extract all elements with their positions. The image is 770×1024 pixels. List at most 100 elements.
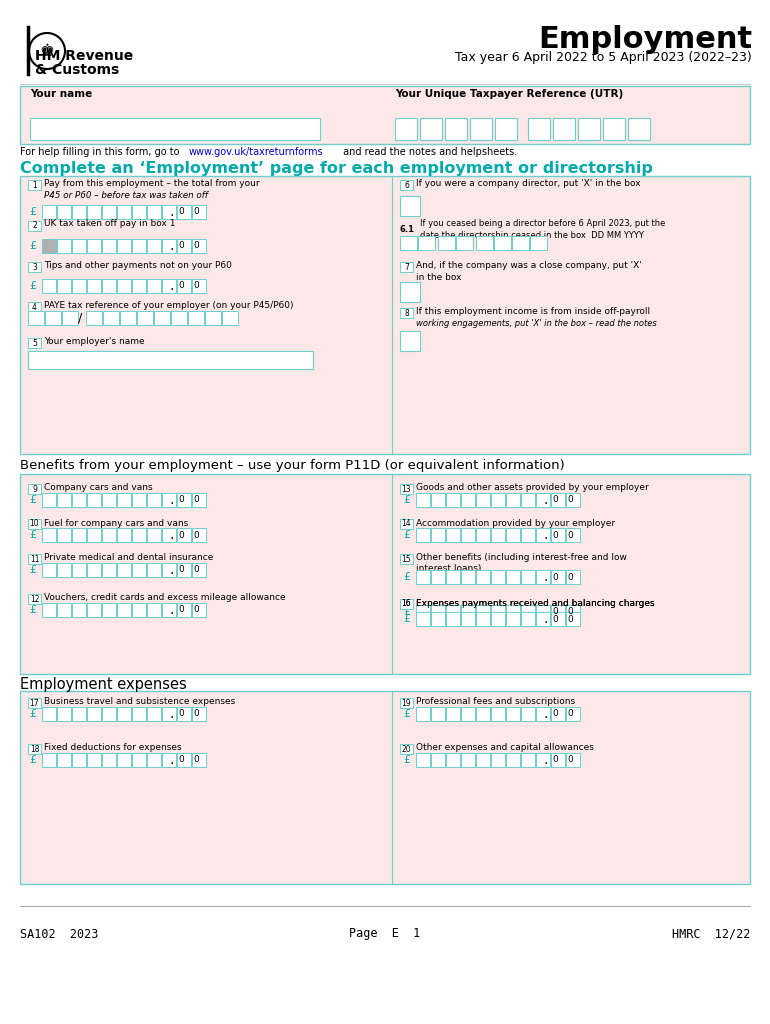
Bar [551, 493, 565, 507]
Bar [512, 236, 529, 250]
Bar [171, 311, 187, 325]
Bar [87, 753, 101, 767]
Bar [132, 603, 146, 617]
Bar [137, 311, 153, 325]
Bar [566, 753, 580, 767]
Bar [87, 603, 101, 617]
Bar [162, 205, 176, 219]
Bar [461, 605, 475, 618]
Text: Your Unique Taxpayer Reference (UTR): Your Unique Taxpayer Reference (UTR) [395, 89, 623, 99]
Bar [491, 753, 505, 767]
Bar [20, 176, 750, 454]
Bar [87, 279, 101, 293]
Bar [530, 236, 547, 250]
Bar [57, 563, 71, 577]
Text: 6: 6 [404, 180, 409, 189]
Text: £: £ [29, 530, 36, 540]
Bar [42, 239, 56, 253]
Bar [192, 493, 206, 507]
Text: 1: 1 [32, 180, 37, 189]
Bar [117, 279, 131, 293]
Bar [72, 279, 86, 293]
Text: If this employment income is from inside off-payroll: If this employment income is from inside… [416, 307, 650, 316]
Text: £: £ [403, 530, 410, 540]
Text: £: £ [403, 755, 410, 765]
Text: 20: 20 [402, 744, 411, 754]
Text: date the directorship ceased in the box  DD MM YYYY: date the directorship ceased in the box … [420, 230, 644, 240]
Bar [28, 221, 41, 231]
Text: £: £ [403, 614, 410, 624]
Text: PAYE tax reference of your employer (on your P45/P60): PAYE tax reference of your employer (on … [44, 301, 293, 310]
Bar [45, 311, 61, 325]
Bar [87, 205, 101, 219]
Bar [553, 118, 575, 140]
Text: 0: 0 [567, 614, 573, 624]
Bar [416, 753, 430, 767]
Text: 0: 0 [193, 565, 199, 574]
Bar [476, 570, 490, 584]
Bar [132, 279, 146, 293]
Text: 0: 0 [193, 605, 199, 614]
Text: HM Revenue: HM Revenue [35, 49, 133, 63]
Bar [72, 205, 86, 219]
Bar [42, 528, 56, 542]
Bar [431, 493, 445, 507]
Bar [177, 603, 191, 617]
Text: .: . [170, 528, 174, 542]
Bar [117, 205, 131, 219]
Text: 18: 18 [30, 744, 39, 754]
Text: £: £ [29, 605, 36, 615]
Bar [42, 707, 56, 721]
Text: £: £ [403, 572, 410, 582]
Bar [192, 528, 206, 542]
Text: Employment: Employment [538, 25, 752, 53]
Bar [416, 707, 430, 721]
Bar [72, 753, 86, 767]
Bar [491, 605, 505, 618]
Text: 0: 0 [567, 710, 573, 719]
Text: 3: 3 [32, 262, 37, 271]
Bar [445, 118, 467, 140]
Bar [177, 205, 191, 219]
Bar [42, 493, 56, 507]
Bar [20, 86, 750, 144]
Text: 0: 0 [567, 607, 573, 616]
Bar [431, 528, 445, 542]
Bar [72, 493, 86, 507]
Bar [57, 239, 71, 253]
Bar [72, 239, 86, 253]
Bar [566, 612, 580, 626]
Bar [147, 205, 161, 219]
Text: HMRC  12/22: HMRC 12/22 [671, 928, 750, 940]
Bar [416, 528, 430, 542]
Text: And, if the company was a close company, put 'X': And, if the company was a close company,… [416, 261, 641, 270]
Bar [177, 753, 191, 767]
Text: P45 or P60 – before tax was taken off: P45 or P60 – before tax was taken off [44, 191, 208, 201]
Bar [177, 205, 191, 219]
Bar [536, 528, 550, 542]
Text: 0: 0 [552, 710, 558, 719]
Bar [551, 612, 565, 626]
Text: 0: 0 [552, 607, 558, 616]
Bar [117, 707, 131, 721]
Text: Professional fees and subscriptions: Professional fees and subscriptions [416, 697, 575, 707]
Text: .: . [170, 205, 174, 219]
Bar [28, 484, 41, 494]
Bar [162, 279, 176, 293]
Text: £: £ [29, 709, 36, 719]
Bar [42, 603, 56, 617]
Bar [188, 311, 204, 325]
Bar [506, 570, 520, 584]
Bar [416, 493, 430, 507]
Bar [28, 744, 41, 754]
Bar [147, 753, 161, 767]
Text: .: . [170, 239, 174, 253]
Bar [461, 753, 475, 767]
Bar [192, 239, 206, 253]
Text: .: . [544, 570, 548, 584]
Bar [28, 338, 41, 348]
Text: .: . [170, 603, 174, 617]
Text: www.gov.uk/taxreturnforms: www.gov.uk/taxreturnforms [189, 147, 323, 157]
Bar [476, 493, 490, 507]
Bar [400, 282, 420, 302]
